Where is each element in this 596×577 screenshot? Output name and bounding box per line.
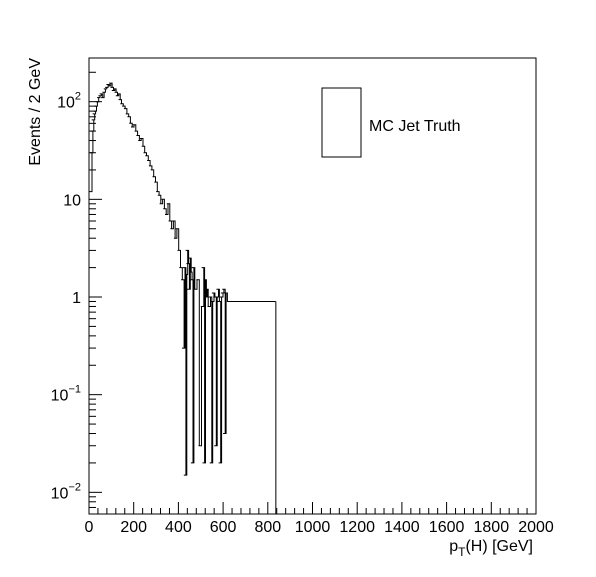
x-tick-label: 2000 — [518, 519, 554, 536]
y-axis-ticks: 10−2 10−1 1 10 102 — [51, 71, 102, 515]
x-tick-label: 1400 — [384, 519, 420, 536]
y-tick-label: 10−1 — [51, 384, 81, 405]
x-tick-label: 400 — [165, 519, 192, 536]
x-tick-label: 0 — [85, 519, 94, 536]
y-tick-label: 10 — [63, 192, 81, 209]
x-axis-label-rest: (H) [GeV] — [465, 538, 533, 555]
x-tick-label: 1800 — [474, 519, 510, 536]
legend: MC Jet Truth — [321, 87, 461, 158]
y-tick-label: 1 — [72, 290, 81, 307]
frame — [88, 57, 537, 515]
y-tick-label: 10−2 — [51, 481, 81, 502]
y-axis-label: Events / 2 GeV — [27, 58, 44, 166]
x-tick-label: 800 — [254, 519, 281, 536]
legend-entry-label: MC Jet Truth — [369, 118, 461, 135]
x-axis-label-sub: T — [458, 545, 466, 559]
x-axis-label-main: p — [449, 538, 458, 555]
x-tick-label: 1200 — [339, 519, 375, 536]
x-tick-label: 1000 — [295, 519, 331, 536]
x-axis-label: pT(H) [GeV] — [449, 538, 533, 559]
x-tick-label: 1600 — [429, 519, 465, 536]
x-tick-label: 200 — [120, 519, 147, 536]
legend-box-symbol — [321, 87, 362, 158]
y-tick-label: 102 — [57, 91, 81, 112]
histogram-line — [89, 82, 276, 476]
histogram-series — [89, 82, 277, 514]
x-axis-ticks: 0 200 400 600 800 1000 1200 1400 1600 1800 2000 — [85, 502, 554, 536]
x-tick-label: 600 — [210, 519, 237, 536]
